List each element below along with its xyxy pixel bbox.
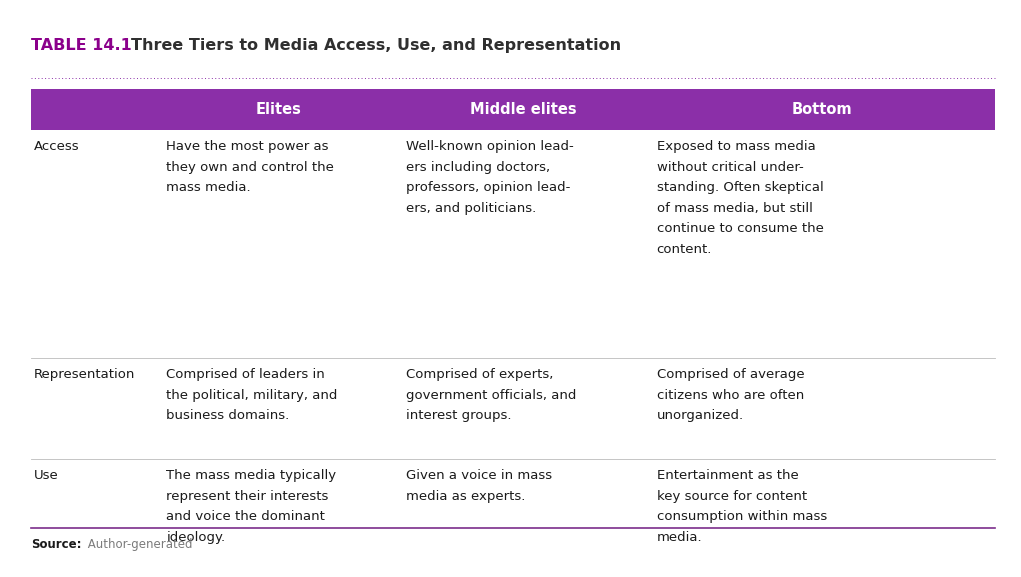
Text: Exposed to mass media
without critical under-
standing. Often skeptical
of mass : Exposed to mass media without critical u…	[657, 140, 823, 256]
Text: Comprised of leaders in
the political, military, and
business domains.: Comprised of leaders in the political, m…	[166, 368, 338, 422]
Text: Bottom: Bottom	[791, 102, 853, 117]
Text: Comprised of experts,
government officials, and
interest groups.: Comprised of experts, government officia…	[406, 368, 577, 422]
Text: Middle elites: Middle elites	[470, 102, 577, 117]
Text: Representation: Representation	[34, 368, 135, 381]
Bar	[31, 89, 995, 130]
Text: Given a voice in mass
media as experts.: Given a voice in mass media as experts.	[406, 469, 552, 503]
Text: TABLE 14.1: TABLE 14.1	[31, 38, 132, 53]
Text: Author-generated: Author-generated	[84, 538, 192, 551]
Text: Three Tiers to Media Access, Use, and Representation: Three Tiers to Media Access, Use, and Re…	[131, 38, 621, 53]
Text: Use: Use	[34, 469, 58, 482]
Text: The mass media typically
represent their interests
and voice the dominant
ideolo: The mass media typically represent their…	[166, 469, 337, 544]
Text: Have the most power as
they own and control the
mass media.: Have the most power as they own and cont…	[166, 140, 334, 194]
Text: Entertainment as the
key source for content
consumption within mass
media.: Entertainment as the key source for cont…	[657, 469, 827, 544]
Text: Source:: Source:	[31, 538, 81, 551]
Text: Access: Access	[34, 140, 80, 153]
Text: Comprised of average
citizens who are often
unorganized.: Comprised of average citizens who are of…	[657, 368, 805, 422]
Text: Elites: Elites	[255, 102, 301, 117]
Text: Well-known opinion lead-
ers including doctors,
professors, opinion lead-
ers, a: Well-known opinion lead- ers including d…	[406, 140, 574, 215]
